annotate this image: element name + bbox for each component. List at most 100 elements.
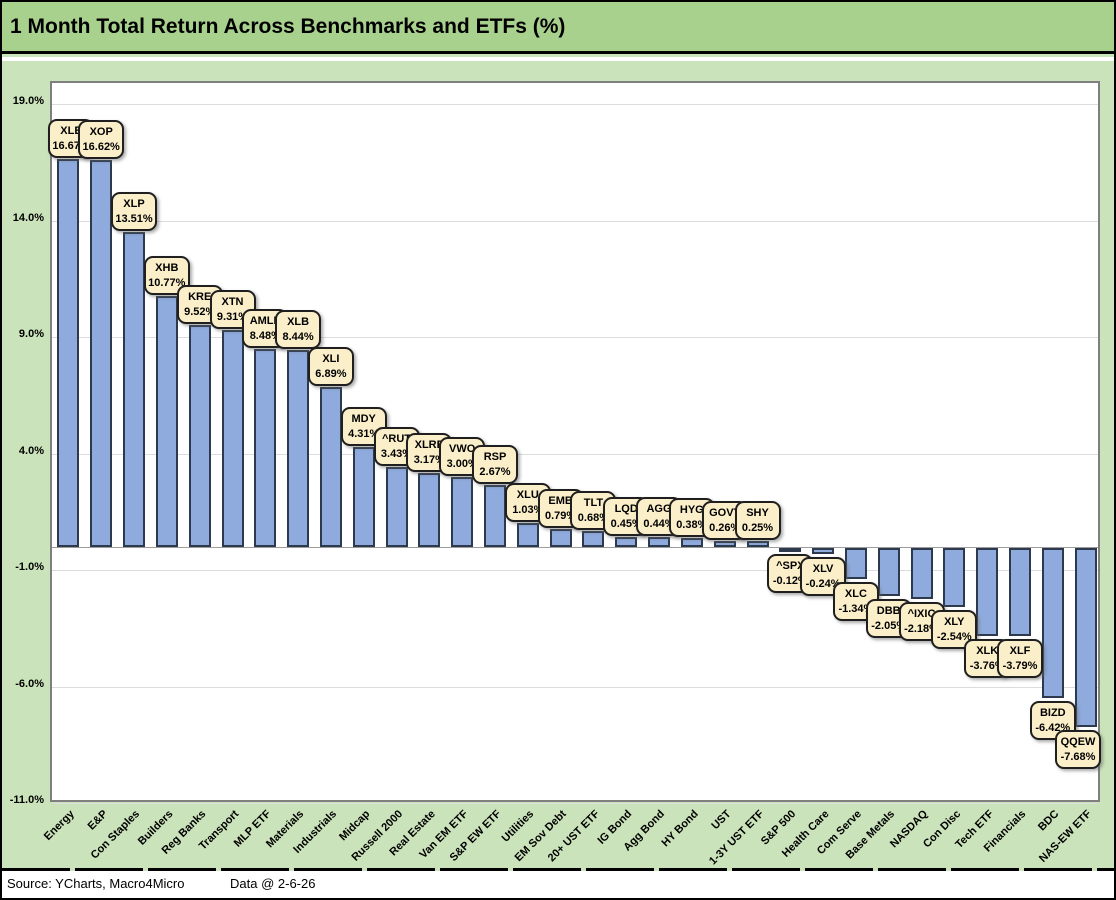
callout-ticker: XLY [944, 616, 965, 629]
bar-QQEW [1074, 548, 1097, 727]
callout-ticker: ^IXIC [907, 607, 936, 620]
callout-ticker: XLK [976, 644, 999, 657]
callout-ticker: XLI [322, 352, 340, 365]
callout-value: -3.79% [1002, 660, 1038, 673]
data-callout-^IXIC: ^IXIC -2.18% [898, 601, 945, 641]
callout-ticker: XLC [844, 588, 867, 601]
callout-value: 0.79% [544, 509, 577, 522]
data-callout-QQEW: QQEW -7.68% [1055, 729, 1101, 769]
callout-value: -3.76% [969, 659, 1005, 672]
bar-XLB [287, 350, 310, 547]
callout-value: 0.25% [741, 522, 774, 535]
bar-KRE [188, 325, 211, 547]
bar-LQD [615, 536, 638, 547]
title-divider [2, 57, 1114, 61]
footer-row: Source: YCharts, Macro4Micro Data @ 2-6-… [2, 871, 1114, 898]
callout-value: -0.24% [805, 577, 841, 590]
category-axis-line [52, 547, 1098, 548]
callout-ticker: MDY [351, 412, 376, 425]
bar-HYG [680, 538, 703, 547]
y-axis-tick: -1.0% [15, 561, 44, 573]
data-callout-AMLP: AMLP 8.48% [242, 309, 289, 349]
data-callout-XLY: XLY -2.54% [931, 610, 978, 650]
data-callout-XLP: XLP 13.51% [111, 192, 157, 232]
y-axis-tick: -11.0% [9, 794, 44, 806]
bar-MDY [352, 446, 375, 547]
x-axis-label: E&P [85, 808, 110, 833]
y-axis-tick: 9.0% [18, 328, 44, 340]
callout-ticker: XLF [1009, 645, 1031, 658]
callout-value: 3.17% [413, 454, 445, 467]
x-axis-label: BDC [1035, 808, 1062, 834]
bar-XLRE [418, 473, 441, 547]
callout-value: -0.12% [772, 574, 808, 587]
spreadsheet-cell-borders [2, 868, 1114, 871]
callout-ticker: EMB [548, 494, 573, 507]
callout-value: 9.31% [216, 311, 249, 324]
callout-ticker: XLB [287, 316, 310, 329]
gridline [52, 687, 1098, 688]
callout-value: 6.89% [315, 367, 347, 380]
data-callout-XLI: XLI 6.89% [307, 346, 354, 386]
callout-value: -7.68% [1060, 750, 1096, 763]
bar-XHB [155, 296, 178, 547]
callout-ticker: XTN [221, 296, 244, 309]
callout-ticker: GOVT [709, 506, 741, 519]
callout-value: 2.67% [479, 465, 511, 478]
bar-XLU [516, 523, 539, 547]
callout-value: 0.26% [709, 521, 741, 534]
bar-SHY [746, 541, 769, 547]
callout-value: 9.52% [184, 306, 216, 319]
y-axis-tick: 4.0% [18, 445, 44, 457]
callout-ticker: DBB [876, 604, 901, 617]
bar-AMLP [254, 349, 277, 547]
bar-EMB [549, 528, 572, 547]
bar-XLP [123, 232, 145, 547]
bar-BIZD [1041, 548, 1064, 698]
callout-ticker: LQD [614, 502, 638, 515]
callout-value: 0.45% [610, 517, 642, 530]
bar-GOVT [713, 540, 736, 547]
callout-value: 3.00% [446, 458, 478, 471]
y-axis-tick: 19.0% [12, 95, 44, 107]
callout-ticker: XHB [155, 262, 179, 275]
x-axis: Energy E&P Con Staples Builders Reg Banks Tra… [42, 804, 1100, 868]
callout-value: 1.03% [512, 504, 544, 516]
bar-^RUT [385, 467, 408, 547]
callout-ticker: XLE [60, 124, 82, 137]
bar-XTN [221, 330, 244, 547]
data-date-note: Data @ 2-6-26 [230, 876, 316, 891]
bar-XLV [812, 548, 835, 554]
callout-ticker: XLRE [414, 439, 444, 452]
bar-AGG [648, 536, 670, 547]
callout-value: 8.44% [282, 331, 314, 344]
callout-ticker: QQEW [1060, 735, 1096, 748]
callout-value: -1.34% [838, 603, 874, 616]
callout-ticker: TLT [583, 497, 604, 510]
bar-^IXIC [910, 548, 933, 599]
gridline [52, 337, 1098, 338]
callout-value: 3.43% [380, 448, 413, 461]
gridline [52, 454, 1098, 455]
bar-XOP [90, 159, 113, 547]
bar-XLF [1009, 548, 1031, 637]
data-callout-XHB: XHB 10.77% [143, 256, 190, 296]
bar-XLY [943, 548, 966, 608]
callout-value: 0.68% [577, 512, 609, 525]
callout-ticker: VWO [449, 443, 476, 456]
data-callout-XLB: XLB 8.44% [275, 310, 322, 350]
data-callout-SHY: SHY 0.25% [734, 501, 781, 541]
gridline [52, 570, 1098, 571]
callout-value: -2.05% [871, 619, 907, 632]
gridline [52, 803, 1098, 804]
gridline [52, 221, 1098, 222]
callout-ticker: BIZD [1039, 706, 1066, 719]
callout-value: -2.54% [936, 631, 972, 644]
callout-ticker: AMLP [249, 315, 281, 328]
callout-value: 16.62% [82, 140, 120, 153]
callout-ticker: AGG [646, 502, 672, 515]
y-axis-tick: 14.0% [12, 212, 44, 224]
callout-ticker: RSP [483, 450, 507, 463]
y-axis-tick: -6.0% [15, 678, 44, 690]
